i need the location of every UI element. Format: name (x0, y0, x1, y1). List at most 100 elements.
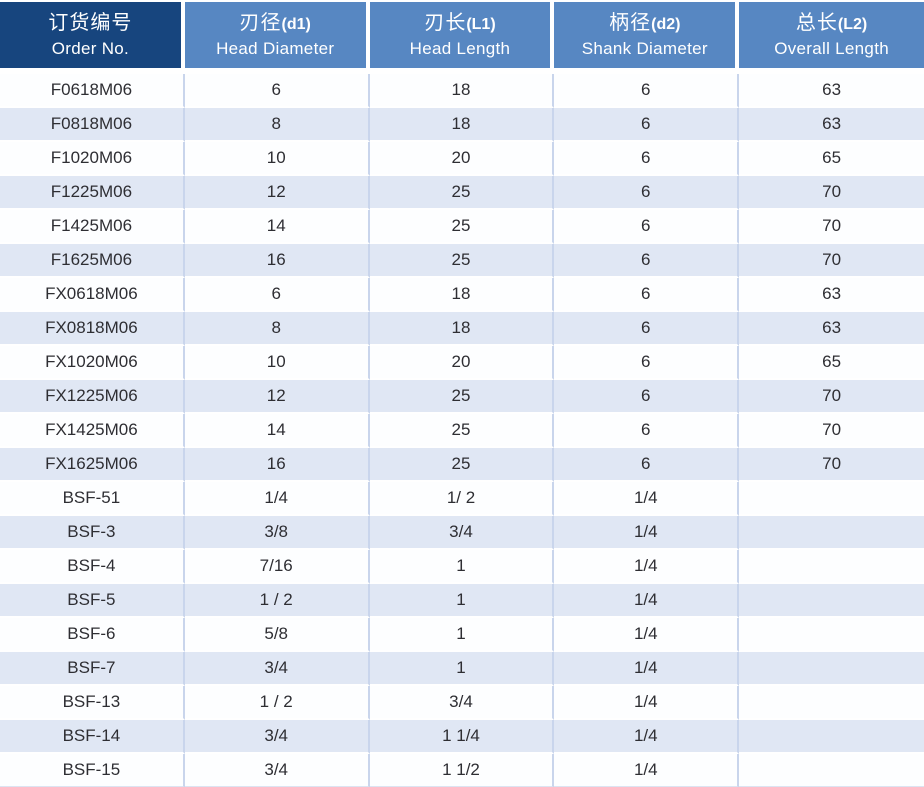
cell-shank-diameter: 1/4 (554, 652, 740, 686)
cell-head-diameter: 10 (184, 346, 370, 380)
cell-order-no: F1425M06 (0, 210, 185, 244)
table-row: FX1020M06 10 20 6 65 (0, 346, 924, 380)
cell-head-diameter: 3/4 (184, 754, 370, 787)
cell-head-length: 20 (369, 142, 555, 176)
cell-overall-length (739, 754, 924, 787)
cell-head-diameter: 16 (184, 244, 370, 278)
cell-head-diameter: 8 (184, 108, 370, 142)
cell-head-length: 25 (369, 414, 555, 448)
cell-order-no: FX1425M06 (0, 414, 185, 448)
cell-head-length: 25 (369, 244, 555, 278)
cell-shank-diameter: 6 (554, 210, 740, 244)
cell-order-no: BSF-51 (0, 482, 185, 516)
cell-overall-length: 70 (739, 380, 924, 414)
cell-overall-length: 63 (739, 74, 924, 108)
cell-shank-diameter: 6 (554, 142, 740, 176)
cell-shank-diameter: 6 (554, 244, 740, 278)
cell-order-no: FX1225M06 (0, 380, 185, 414)
cell-head-diameter: 5/8 (184, 618, 370, 652)
cell-head-diameter: 12 (184, 176, 370, 210)
column-title-zh: 订货编号 (0, 11, 181, 37)
cell-head-length: 1 1/2 (369, 754, 555, 787)
column-title-en: Shank Diameter (581, 39, 708, 58)
cell-overall-length: 70 (739, 210, 924, 244)
table-body: F0618M06 6 18 6 63 F0818M06 8 18 6 63 F1020M06 10 20… (0, 74, 924, 787)
cell-shank-diameter: 1/4 (554, 516, 740, 550)
cell-order-no: FX1625M06 (0, 448, 185, 482)
cell-head-diameter: 3/8 (184, 516, 370, 550)
table-row: FX1225M06 12 25 6 70 (0, 380, 924, 414)
column-title-zh: 刃径(d1) (185, 11, 366, 37)
column-title-dim-code: (L1) (466, 16, 496, 33)
cell-order-no: F1020M06 (0, 142, 185, 176)
column-header-0: 订货编号 Order No. (0, 2, 185, 74)
cell-order-no: BSF-6 (0, 618, 185, 652)
cell-overall-length: 70 (739, 244, 924, 278)
cell-head-length: 18 (369, 74, 555, 108)
cell-head-diameter: 16 (184, 448, 370, 482)
cell-shank-diameter: 6 (554, 176, 740, 210)
cell-head-length: 18 (369, 108, 555, 142)
cell-head-diameter: 1/4 (184, 482, 370, 516)
cell-order-no: BSF-3 (0, 516, 185, 550)
table-row: FX0818M06 8 18 6 63 (0, 312, 924, 346)
cell-order-no: FX0618M06 (0, 278, 185, 312)
cell-head-diameter: 1 / 2 (184, 584, 370, 618)
cell-shank-diameter: 6 (554, 380, 740, 414)
column-title-en: Head Diameter (216, 39, 335, 58)
cell-head-length: 1 (369, 652, 555, 686)
cell-head-length: 20 (369, 346, 555, 380)
cell-shank-diameter: 1/4 (554, 550, 740, 584)
header-row: 订货编号 Order No. 刃径(d1) Head Diameter 刃长(L1) He… (0, 2, 924, 74)
cell-head-length: 25 (369, 448, 555, 482)
cell-head-diameter: 8 (184, 312, 370, 346)
column-header-3: 柄径(d2) Shank Diameter (554, 2, 740, 74)
cell-overall-length (739, 516, 924, 550)
column-title-dim-code: (L2) (837, 16, 868, 33)
cell-head-diameter: 3/4 (184, 720, 370, 754)
table-row: F1020M06 10 20 6 65 (0, 142, 924, 176)
cell-overall-length (739, 482, 924, 516)
cell-head-length: 1 1/4 (369, 720, 555, 754)
cell-shank-diameter: 6 (554, 278, 740, 312)
cell-shank-diameter: 6 (554, 448, 740, 482)
cell-shank-diameter: 1/4 (554, 754, 740, 787)
column-title-dim-code: (d1) (281, 16, 311, 33)
cell-head-length: 1 (369, 618, 555, 652)
table-row: F0618M06 6 18 6 63 (0, 74, 924, 108)
cell-order-no: F1625M06 (0, 244, 185, 278)
cell-overall-length (739, 720, 924, 754)
column-title-en: Overall Length (774, 39, 889, 58)
cell-shank-diameter: 6 (554, 414, 740, 448)
cell-order-no: BSF-7 (0, 652, 185, 686)
cell-order-no: FX1020M06 (0, 346, 185, 380)
table-row: BSF-15 3/4 1 1/2 1/4 (0, 754, 924, 787)
table-row: BSF-13 1 / 2 3/4 1/4 (0, 686, 924, 720)
cell-order-no: F0818M06 (0, 108, 185, 142)
column-title-en: Order No. (51, 39, 130, 58)
table-row: BSF-51 1/4 1/ 2 1/4 (0, 482, 924, 516)
column-header-2: 刃长(L1) Head Length (369, 2, 555, 74)
cell-head-diameter: 6 (184, 278, 370, 312)
column-title-zh-text: 订货编号 (48, 12, 133, 34)
column-title-zh-text: 刃长 (424, 12, 467, 34)
cell-overall-length: 70 (739, 448, 924, 482)
cell-overall-length (739, 584, 924, 618)
column-title-zh: 柄径(d2) (554, 11, 735, 37)
table-row: FX1425M06 14 25 6 70 (0, 414, 924, 448)
table-row: F0818M06 8 18 6 63 (0, 108, 924, 142)
table-row: FX1625M06 16 25 6 70 (0, 448, 924, 482)
column-header-1: 刃径(d1) Head Diameter (184, 2, 370, 74)
cell-head-diameter: 3/4 (184, 652, 370, 686)
cell-order-no: BSF-4 (0, 550, 185, 584)
cell-order-no: BSF-14 (0, 720, 185, 754)
cell-head-diameter: 7/16 (184, 550, 370, 584)
column-title-en: Head Length (409, 39, 511, 58)
cell-overall-length: 70 (739, 414, 924, 448)
column-header-4: 总长(L2) Overall Length (739, 2, 924, 74)
column-title-dim-code: (d2) (651, 16, 681, 33)
cell-shank-diameter: 1/4 (554, 686, 740, 720)
cell-head-length: 3/4 (369, 686, 555, 720)
